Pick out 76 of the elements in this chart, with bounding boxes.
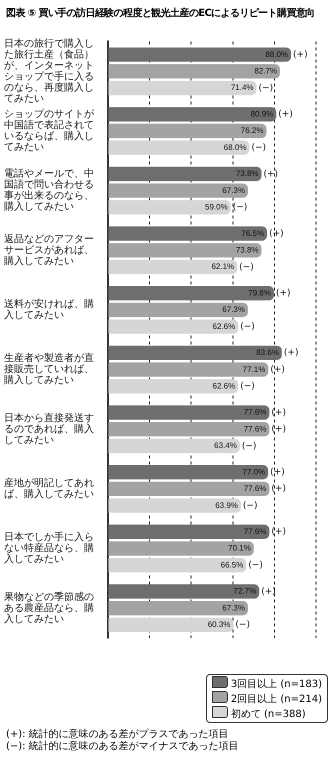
data-label: 82.7% (254, 66, 278, 76)
bar (108, 379, 238, 394)
bar (108, 584, 260, 599)
bar (108, 64, 280, 79)
bar (108, 438, 240, 454)
bar (108, 183, 248, 198)
bar (108, 362, 268, 377)
bar (108, 107, 276, 122)
bar (108, 482, 270, 496)
data-label: 73.8% (+) (236, 169, 278, 180)
bar (108, 302, 248, 318)
y-tick-label: 果物などの季節感のある農産品なら、購入してみたい (4, 590, 94, 625)
data-label: 60.3% (−) (208, 620, 250, 630)
y-tick-label: 産地が明記してあれば、購入してみたい (4, 476, 94, 500)
text: (−): 統計的に意味のある差がマイナスであった項目 (6, 741, 239, 753)
bar (108, 319, 238, 334)
data-label: 88.0% (+) (265, 50, 308, 60)
legend-label: 初めて (n=388) (230, 709, 306, 720)
bar (108, 124, 266, 138)
data-label: 67.3% (222, 603, 245, 612)
data-label: 62.1% (−) (211, 262, 254, 272)
bar (108, 618, 234, 632)
bar (108, 243, 262, 258)
data-label: 59.0% (−) (205, 202, 248, 213)
data-label: 62.6% (−) (212, 381, 255, 392)
data-label: 77.6% (+) (244, 424, 286, 435)
data-label: 77.6% (+) (244, 484, 286, 494)
bar (108, 405, 270, 420)
bar (108, 200, 231, 215)
data-label: 77.6% (+) (244, 527, 286, 538)
bar (108, 558, 246, 572)
data-label: 77.1% (+) (242, 364, 285, 375)
data-label: 77.6% (+) (244, 408, 286, 418)
data-label: 73.8% (236, 245, 259, 254)
bar (108, 80, 257, 96)
data-label: 63.9% (−) (215, 500, 258, 511)
bar (108, 524, 270, 540)
chart-title: 図表 ⑤ 買い手の訪日経験の程度と観光土産のECによるリピート購買意向 (5, 6, 316, 21)
bar (108, 464, 268, 480)
data-label: 79.8% (+) (248, 288, 291, 299)
y-tick-label: 日本の旅行で購入した旅行土産（食品）が、インターネットショップで手に入るのなら、再度購入してみたい (4, 37, 94, 104)
legend-label: 2回目以上 (n=214) (230, 694, 322, 705)
bar (108, 422, 270, 436)
data-label: 77.0% (+) (242, 467, 285, 478)
bar (108, 286, 274, 300)
data-label: 67.3% (222, 186, 245, 195)
legend-label: 3回目以上 (n=183) (230, 679, 322, 690)
bar (108, 47, 292, 62)
data-label: 72.7% (+) (234, 586, 276, 597)
y-tick-label: 電話やメールで、中国語で問い合わせる事が出来るのなら、購入してみたい (4, 168, 94, 213)
bar (108, 346, 282, 360)
y-tick-label: ショップのサイトが中国語で表記されているならば、購入してみたい (4, 108, 95, 154)
data-label: 80.9% (+) (250, 109, 293, 120)
bar (108, 498, 241, 513)
bar (108, 541, 254, 556)
text: (+): 統計的に意味のある差がプラスであった項目 (6, 729, 230, 740)
data-label: 76.5% (+) (241, 228, 284, 239)
y-tick-label: 日本でしか手に入らない特産品なら、購入してみたい (4, 531, 94, 566)
data-label: 66.5% (−) (220, 560, 263, 571)
y-tick-label: 送料が安ければ、購入してみたい (4, 298, 94, 322)
y-tick-label: 生産者や製造者が直接販売していれば、購入してみたい (4, 352, 94, 386)
data-label: 76.2% (240, 126, 264, 136)
bar (108, 600, 248, 616)
bar (108, 166, 262, 182)
data-label: 63.4% (−) (214, 441, 256, 452)
data-label: 71.4% (−) (230, 83, 274, 94)
data-label: 70.1% (228, 544, 251, 553)
bar (108, 260, 238, 274)
data-label: 83.6% (+) (256, 348, 298, 358)
data-label: 62.6% (−) (212, 322, 255, 332)
bar (108, 140, 250, 155)
data-label: 68.0% (−) (224, 142, 266, 154)
y-tick-label: 返品などのアフターサービスがあれば、購入してみたい (4, 232, 94, 267)
bar (108, 226, 268, 241)
data-label: 67.3% (222, 305, 245, 314)
y-tick-label: 日本から直接発送するのであれば、購入してみたい (4, 412, 94, 446)
